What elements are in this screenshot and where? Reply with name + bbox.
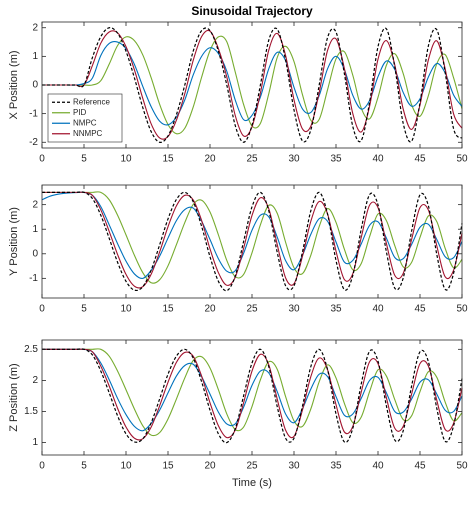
y-tick-label: -1 xyxy=(29,273,38,284)
series-line xyxy=(41,191,463,279)
x-tick-label: 25 xyxy=(246,461,258,472)
x-tick-label: 20 xyxy=(204,154,216,165)
legend-label: PID xyxy=(73,108,87,117)
x-tick-label: 35 xyxy=(330,304,342,315)
x-tick-label: 50 xyxy=(456,304,468,315)
series-line xyxy=(42,191,463,284)
y-tick-label: 1 xyxy=(32,437,38,448)
y-tick-label: -2 xyxy=(29,137,38,148)
x-tick-label: 10 xyxy=(120,154,132,165)
chart-title: Sinusoidal Trajectory xyxy=(191,4,313,18)
y-tick-label: 1 xyxy=(32,51,38,62)
x-tick-label: 15 xyxy=(162,304,174,315)
y-tick-label: 0 xyxy=(32,248,38,259)
x-tick-label: 10 xyxy=(120,461,132,472)
y-tick-label: 2.5 xyxy=(24,344,38,355)
x-tick-label: 40 xyxy=(372,154,384,165)
series-line xyxy=(41,348,463,432)
x-tick-label: 30 xyxy=(288,461,300,472)
y-tick-label: 0 xyxy=(32,80,38,91)
x-tick-label: 50 xyxy=(456,154,468,165)
x-tick-label: 10 xyxy=(120,304,132,315)
x-tick-label: 40 xyxy=(372,304,384,315)
x-tick-label: 45 xyxy=(414,154,426,165)
x-tick-label: 5 xyxy=(81,304,87,315)
y-tick-label: 1 xyxy=(32,224,38,235)
series-line xyxy=(41,348,463,437)
series-line xyxy=(41,348,463,444)
x-tick-label: 35 xyxy=(330,461,342,472)
y-tick-label: -1 xyxy=(29,108,38,119)
series-line xyxy=(42,191,463,289)
x-tick-label: 15 xyxy=(162,154,174,165)
x-tick-label: 30 xyxy=(288,154,300,165)
x-tick-label: 35 xyxy=(330,154,342,165)
x-tick-label: 0 xyxy=(39,461,45,472)
y-tick-label: 2 xyxy=(32,199,38,210)
x-tick-label: 20 xyxy=(204,304,216,315)
series-line xyxy=(42,191,463,292)
x-tick-label: 25 xyxy=(246,154,258,165)
x-tick-label: 5 xyxy=(81,154,87,165)
x-tick-label: 20 xyxy=(204,461,216,472)
series-line xyxy=(41,348,463,441)
plot-area xyxy=(42,185,462,298)
y-tick-label: 2 xyxy=(32,375,38,386)
y-tick-label: 1.5 xyxy=(24,406,38,417)
y-axis-label: X Position (m) xyxy=(8,50,20,119)
x-tick-label: 25 xyxy=(246,304,258,315)
series-line xyxy=(42,40,463,126)
series-line xyxy=(42,27,463,143)
legend-label: Reference xyxy=(73,97,110,106)
x-tick-label: 0 xyxy=(39,304,45,315)
y-tick-label: 2 xyxy=(32,22,38,33)
legend-label: NNMPC xyxy=(73,129,103,138)
plot-area xyxy=(42,340,462,455)
y-axis-label: Z Position (m) xyxy=(8,363,20,431)
legend-label: NMPC xyxy=(73,118,97,127)
x-axis-label: Time (s) xyxy=(232,477,272,489)
x-tick-label: 50 xyxy=(456,461,468,472)
x-tick-label: 45 xyxy=(414,304,426,315)
x-tick-label: 40 xyxy=(372,461,384,472)
x-tick-label: 30 xyxy=(288,304,300,315)
x-tick-label: 15 xyxy=(162,461,174,472)
x-tick-label: 45 xyxy=(414,461,426,472)
y-axis-label: Y Position (m) xyxy=(8,207,20,276)
x-tick-label: 5 xyxy=(81,461,87,472)
x-tick-label: 0 xyxy=(39,154,45,165)
